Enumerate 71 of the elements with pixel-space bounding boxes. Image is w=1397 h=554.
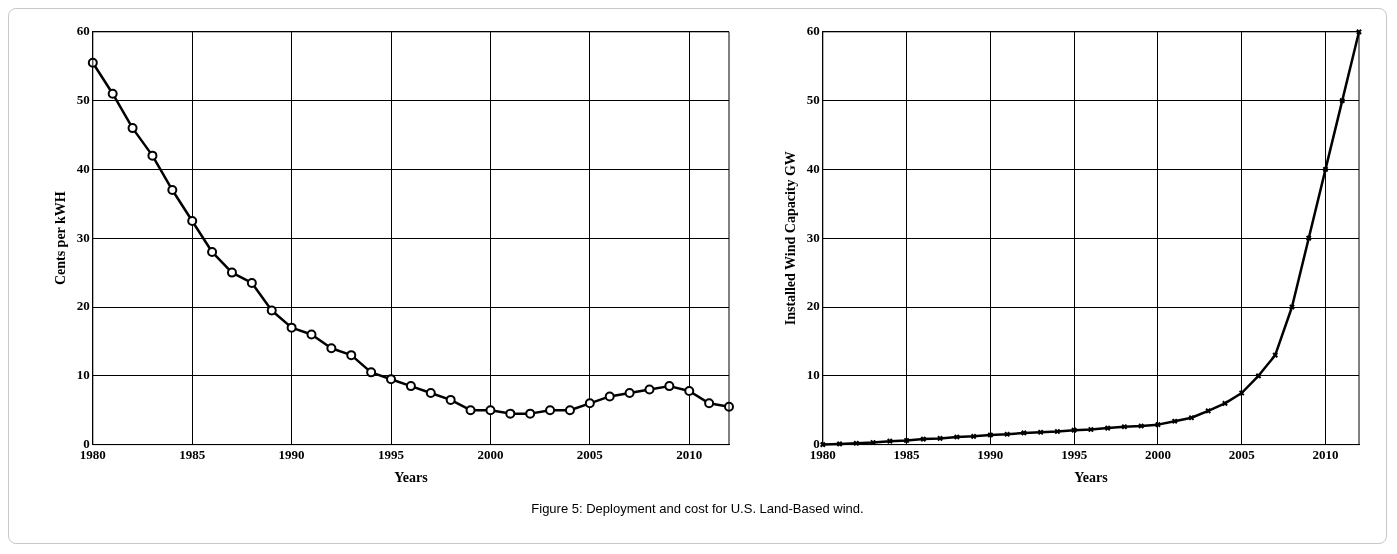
y-tick-label: 20	[806, 298, 820, 314]
x-tick-label: 1995	[378, 446, 405, 462]
point	[953, 433, 960, 441]
x-tick-label: 2005	[576, 446, 604, 462]
point	[107, 88, 118, 99]
point	[1138, 422, 1145, 430]
x-tick-label: 2000	[477, 446, 504, 462]
x-tick-label: 2010	[676, 446, 703, 462]
y-axis-title: Installed Wind Capacity GW	[783, 151, 799, 326]
point	[1071, 427, 1078, 434]
y-tick-label: 0	[83, 435, 90, 451]
point	[624, 388, 635, 398]
point	[306, 329, 317, 340]
point	[147, 150, 158, 161]
y-tick-label: 50	[76, 91, 90, 107]
point	[1272, 352, 1279, 359]
point	[207, 246, 218, 257]
point	[1020, 429, 1027, 437]
point	[684, 385, 695, 396]
point	[326, 343, 337, 354]
x-axis-title: Years	[1074, 470, 1109, 486]
point	[644, 384, 655, 395]
point	[584, 398, 595, 409]
x-tick-label: 1985	[179, 446, 206, 462]
point	[366, 367, 377, 378]
y-axis-title: Cents per kWH	[53, 191, 69, 286]
point	[405, 381, 416, 392]
y-tick-label: 20	[76, 298, 90, 314]
point	[425, 388, 436, 398]
point	[704, 398, 715, 409]
point	[465, 405, 476, 416]
y-tick-label: 60	[806, 23, 820, 39]
point	[564, 405, 575, 416]
caption: Figure 5: Deployment and cost for U.S. Land-Based wind.	[530, 501, 865, 516]
y-tick-label: 40	[76, 160, 90, 176]
point	[127, 123, 138, 134]
x-tick-label: 1990	[977, 446, 1004, 462]
point	[286, 322, 297, 333]
x-axis-title: Years	[394, 470, 429, 486]
point	[167, 185, 178, 196]
y-tick-label: 0	[813, 435, 820, 451]
point	[485, 405, 496, 416]
point	[187, 216, 198, 226]
y-tick-label: 40	[806, 160, 820, 176]
point	[545, 405, 556, 416]
x-tick-label: 2010	[1312, 446, 1339, 462]
point	[346, 350, 357, 361]
x-tick-label: 1995	[1061, 446, 1088, 462]
point	[445, 394, 456, 405]
point	[1004, 431, 1011, 438]
x-tick-label: 2005	[1228, 446, 1256, 462]
point	[246, 277, 257, 288]
x-tick-label: 1990	[278, 446, 305, 462]
point	[266, 305, 277, 316]
x-tick-label: 2000	[1144, 446, 1171, 462]
y-tick-label: 10	[76, 367, 90, 383]
point	[886, 438, 893, 445]
point	[1288, 303, 1296, 311]
point	[505, 408, 516, 419]
x-tick-label: 1985	[893, 446, 921, 462]
point	[604, 391, 615, 402]
point	[226, 267, 237, 278]
y-tick-label: 60	[76, 23, 90, 39]
y-tick-label: 10	[806, 367, 820, 383]
point	[386, 374, 397, 385]
y-tick-label: 30	[806, 229, 820, 245]
y-tick-label: 50	[806, 91, 820, 107]
y-tick-label: 30	[76, 229, 90, 245]
point	[1205, 407, 1212, 415]
point	[664, 381, 675, 392]
point	[525, 408, 536, 419]
